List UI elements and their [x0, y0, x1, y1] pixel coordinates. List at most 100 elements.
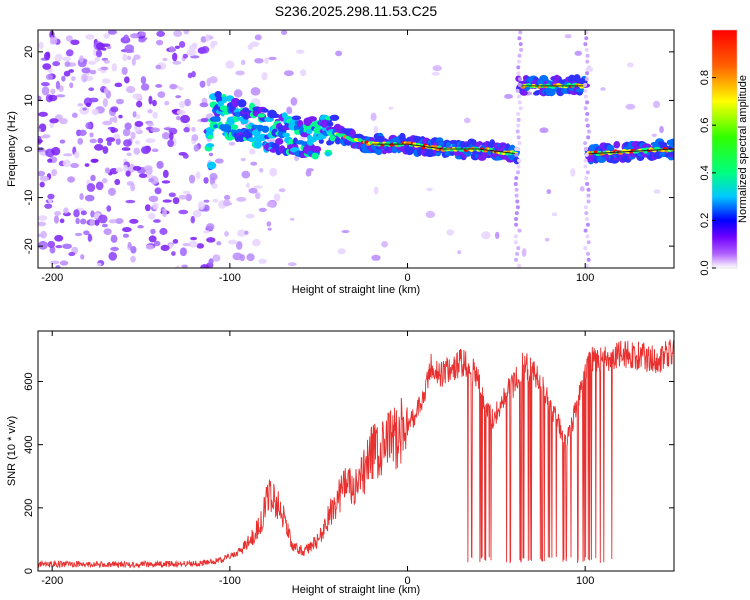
spectrogram-noise-cell	[214, 158, 224, 164]
spectrogram-ridge-cell	[334, 136, 341, 145]
spectrogram-noise-cell	[232, 252, 243, 261]
spectrogram-streak-cell	[518, 106, 523, 111]
spectrogram-ridge-cell	[546, 87, 556, 97]
spectrogram-noise-cell	[38, 215, 48, 221]
spectrogram-streak-cell	[518, 30, 523, 35]
spectrogram-noise-cell	[273, 193, 281, 202]
spectrogram-noise-cell	[182, 53, 188, 59]
spectrogram-noise-cell	[144, 204, 151, 212]
spectrogram-noise-cell	[283, 70, 294, 77]
spectrogram-noise-cell	[91, 158, 99, 163]
spectrogram-noise-cell	[278, 188, 286, 193]
spectrogram-ridge-cell	[291, 115, 302, 121]
spectrogram-noise-cell	[156, 160, 164, 169]
spectrogram-noise-cell	[172, 197, 180, 205]
spectrogram-noise-cell	[148, 178, 155, 183]
spectrogram-streak-cell	[515, 129, 520, 134]
spectrogram-noise-cell	[101, 223, 108, 228]
spectrogram-streak-cell	[515, 88, 520, 93]
spectrogram-noise-cell	[195, 171, 201, 180]
spectrogram-noise-cell	[155, 84, 163, 88]
spectrogram-streak-cell	[514, 222, 519, 227]
spectrogram-noise-cell	[71, 76, 76, 82]
spectrogram-noise-cell	[43, 51, 51, 61]
spectrogram-noise-cell	[48, 94, 58, 102]
spectrogram-noise-cell	[39, 175, 50, 182]
spectrogram-noise-cell	[168, 243, 174, 249]
spectrogram-noise-cell	[182, 190, 191, 195]
spectrogram-noise-cell	[122, 128, 131, 137]
spectrogram-streak-cell	[517, 36, 522, 41]
spectrogram-noise-cell	[63, 153, 73, 157]
spectrogram-noise-cell	[249, 41, 260, 47]
spectrogram-ridge-cell	[327, 121, 334, 127]
spectrogram-noise-cell	[129, 218, 139, 224]
spectrogram-streak-cell	[517, 53, 522, 58]
spectrogram-noise-cell	[370, 112, 377, 121]
spectrogram-noise-cell	[162, 169, 169, 179]
spectrogram-noise-cell	[130, 246, 137, 254]
spectrogram-noise-cell	[175, 95, 182, 99]
spectrogram-noise-cell	[163, 127, 172, 131]
spectrogram-core-cell	[643, 150, 648, 154]
spectrogram-streak-cell	[586, 257, 591, 262]
spectrogram-streak-cell	[516, 65, 521, 70]
spectrogram-noise-cell	[74, 232, 83, 237]
spectrogram-noise-cell	[161, 180, 171, 184]
spectrogram-noise-cell	[102, 146, 109, 154]
spectrogram-streak-cell	[514, 193, 519, 198]
spectrogram-ridge-cell	[575, 87, 586, 93]
spectrogram-noise-cell	[659, 125, 664, 134]
spectrogram-streak-cell	[513, 240, 518, 245]
spectrogram-noise-cell	[54, 53, 63, 62]
spectrogram-noise-cell	[156, 30, 166, 37]
spectrogram-noise-cell	[74, 151, 80, 159]
spectrogram-streak-cell	[585, 71, 590, 76]
spectrogram-noise-cell	[145, 244, 154, 250]
spectrogram-y-axis: -20 -10 0 10 20	[23, 46, 674, 254]
spectrogram-noise-cell	[341, 229, 350, 234]
spectrogram-noise-cell	[41, 86, 50, 96]
spectrogram-noise-cell	[89, 219, 96, 227]
spectrogram-noise-cell	[111, 63, 118, 72]
spectrogram-noise-cell	[63, 70, 71, 77]
spectrogram-noise-cell	[80, 218, 87, 225]
spectrogram-ridge-cell	[257, 113, 266, 118]
spectrogram-noise-cell	[94, 144, 104, 151]
spectrogram-noise-cell	[133, 147, 141, 155]
spectrogram-noise-cell	[123, 34, 129, 41]
spectrogram-noise-cell	[335, 50, 343, 57]
spectrogram-noise-cell	[152, 202, 159, 210]
spectrogram-noise-cell	[83, 230, 90, 236]
spectrogram-noise-cell	[191, 134, 199, 141]
spectrogram-noise-cell	[167, 139, 175, 148]
spectrogram-noise-cell	[259, 167, 264, 173]
spectrogram-streak-cell	[584, 77, 589, 82]
spectrogram-noise-cell	[55, 94, 66, 98]
spectrogram-streak-cell	[583, 205, 588, 210]
snr-plot-area	[38, 331, 674, 571]
spectrogram-noise-cell	[162, 199, 172, 203]
spectrogram-streak-cell	[586, 199, 591, 204]
spectrogram-noise-cell	[446, 229, 455, 236]
spectrogram-streak-cell	[513, 181, 518, 186]
spectrogram-streak-cell	[517, 82, 522, 87]
spectrogram-noise-cell	[254, 192, 261, 200]
spectrogram-noise-cell	[179, 247, 187, 257]
spectrogram-noise-cell	[49, 36, 55, 45]
spectrogram-streak-cell	[516, 170, 521, 175]
spectrogram-streak-cell	[514, 152, 519, 157]
spectrogram-noise-cell	[71, 112, 78, 118]
spectrogram-streak-cell	[586, 240, 591, 245]
spectrogram-noise-cell	[110, 234, 118, 243]
spectrogram-streak-cell	[517, 141, 522, 146]
spectrogram-streak-cell	[513, 257, 518, 262]
spectrogram-ridge-cell	[205, 143, 215, 148]
spectrogram-streak-cell	[584, 36, 589, 41]
spectrogram-noise-cell	[235, 70, 245, 76]
spectrogram-noise-cell	[172, 239, 179, 244]
spectrogram-ridge-cell	[261, 125, 270, 133]
spectrogram-noise-cell	[176, 115, 181, 121]
spectrogram-ridge-cell	[311, 152, 319, 160]
